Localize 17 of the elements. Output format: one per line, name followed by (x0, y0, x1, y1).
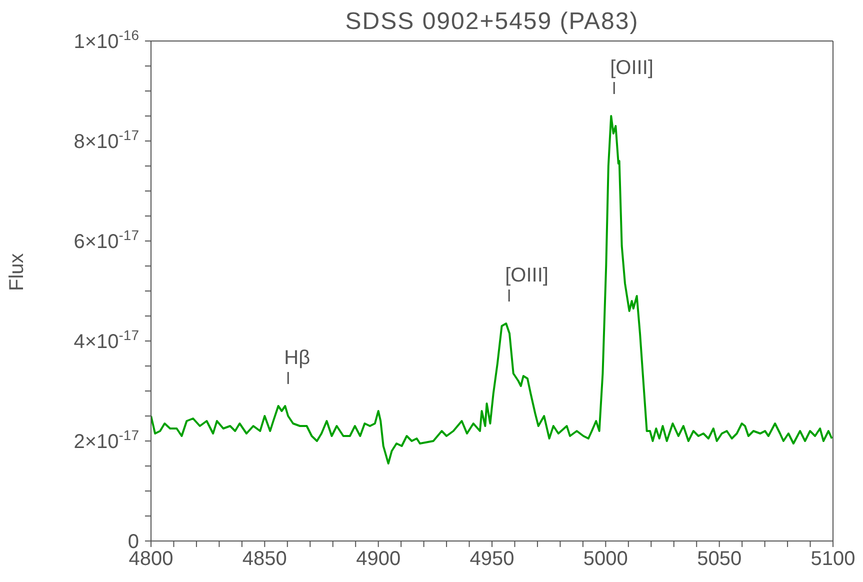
annotation: [OIII] (610, 57, 654, 79)
x-tick-label: 5000 (583, 548, 628, 570)
chart-title: SDSS 0902+5459 (PA83) (344, 8, 640, 36)
y-axis-title: Flux (6, 253, 28, 291)
y-tick-label: 2×10$^{-17}$ (74, 427, 140, 453)
x-tick-label: 4800 (128, 548, 174, 570)
annotation: [OIII] (505, 264, 548, 286)
y-tick-label: 1×10$^{-16}$ (74, 27, 140, 53)
y-tick-label: 8×10$^{-17}$ (74, 127, 140, 153)
x-tick-label: 4950 (470, 548, 514, 570)
x-tick-label: 4900 (356, 548, 401, 570)
x-tick-label: 5050 (697, 548, 742, 570)
y-tick-label: 4×10$^{-17}$ (74, 327, 140, 353)
annotation: Hβ (284, 347, 310, 369)
x-tick-label: 4850 (242, 548, 287, 570)
x-tick-label: 5100 (810, 548, 856, 570)
y-tick-label: 6×10$^{-17}$ (74, 227, 140, 253)
